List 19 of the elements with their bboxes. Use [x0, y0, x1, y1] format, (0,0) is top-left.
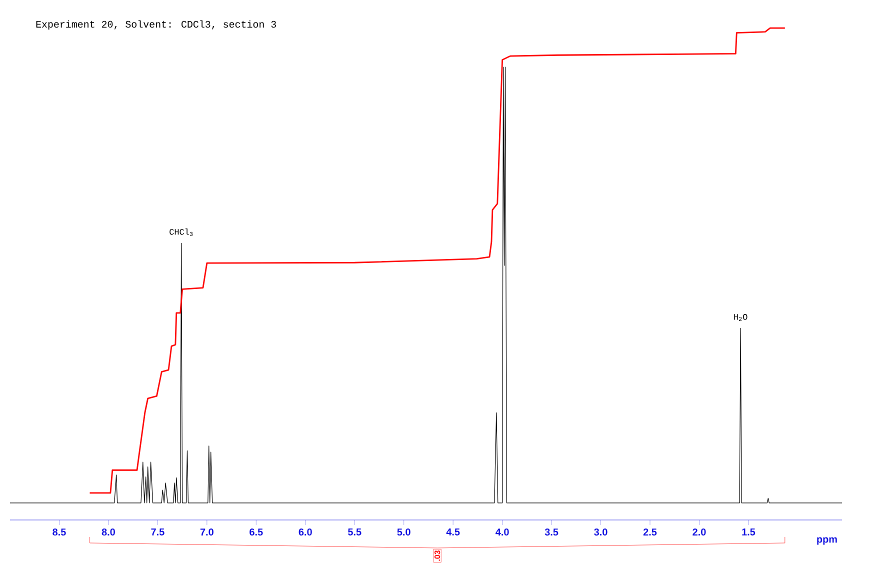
x-tick-label: 2.5 [643, 528, 657, 536]
x-tick-label: 8.0 [102, 528, 115, 536]
x-axis-title: ppm [817, 537, 837, 545]
x-tick-label: 6.0 [298, 528, 312, 536]
x-tick-label: 2.0 [692, 528, 706, 536]
x-tick-label: 4.0 [496, 528, 509, 536]
x-tick-label: 1.5 [742, 528, 756, 536]
annotation: CHCl$_{3}$ [170, 228, 193, 236]
chart-title: Experiment 20, Solvent: CDCl3, section 3 [36, 20, 276, 30]
x-tick-label: 3.0 [594, 528, 608, 536]
x-tick-label: 3.5 [544, 528, 558, 536]
x-tick-label: 5.0 [397, 528, 410, 536]
x-tick-label: 8.5 [52, 528, 66, 536]
x-tick-label: 4.5 [446, 528, 460, 536]
x-tick-label: 7.0 [200, 528, 214, 536]
x-tick-label: 6.5 [250, 528, 263, 536]
x-tick-label: 5.5 [348, 528, 362, 536]
x-tick-label: 7.5 [151, 528, 164, 536]
annotation: H$_{2}$O [734, 314, 748, 321]
